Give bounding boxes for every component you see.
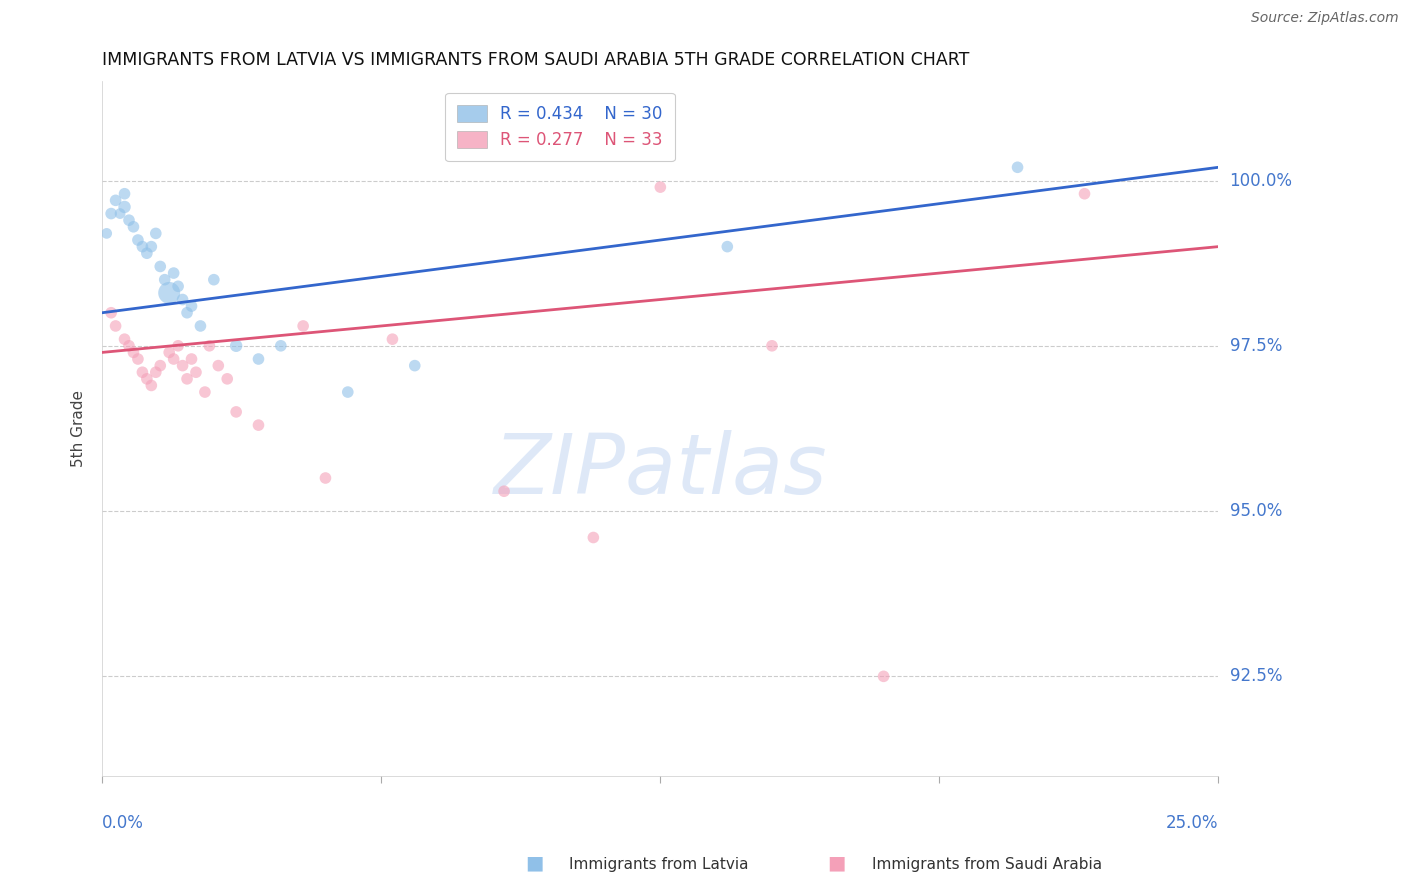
Text: 100.0%: 100.0% — [1230, 171, 1292, 189]
Point — [127, 233, 149, 247]
Point — [167, 339, 190, 353]
Point — [314, 471, 336, 485]
Point — [145, 227, 167, 241]
Text: Immigrants from Latvia: Immigrants from Latvia — [569, 857, 749, 872]
Point — [122, 219, 145, 234]
Point — [716, 239, 738, 253]
Point — [118, 213, 141, 227]
Point — [176, 372, 198, 386]
Point — [582, 531, 605, 545]
Point — [141, 239, 163, 253]
Text: 0.0%: 0.0% — [103, 814, 143, 832]
Point — [153, 273, 176, 287]
Text: ■: ■ — [827, 854, 846, 872]
Legend: R = 0.434    N = 30, R = 0.277    N = 33: R = 0.434 N = 30, R = 0.277 N = 33 — [446, 93, 675, 161]
Point — [176, 306, 198, 320]
Point — [135, 372, 157, 386]
Point — [157, 285, 180, 300]
Point — [108, 206, 131, 220]
Point — [1007, 161, 1029, 175]
Point — [114, 186, 136, 201]
Point — [207, 359, 229, 373]
Text: 97.5%: 97.5% — [1230, 337, 1282, 355]
Point — [1073, 186, 1095, 201]
Point — [270, 339, 292, 353]
Point — [135, 246, 157, 260]
Text: ZIPatlas: ZIPatlas — [494, 430, 827, 510]
Point — [100, 306, 122, 320]
Text: 25.0%: 25.0% — [1166, 814, 1219, 832]
Point — [172, 359, 194, 373]
Point — [157, 345, 180, 359]
Point — [114, 200, 136, 214]
Text: Source: ZipAtlas.com: Source: ZipAtlas.com — [1251, 11, 1399, 25]
Point — [336, 385, 359, 400]
Text: 92.5%: 92.5% — [1230, 667, 1282, 685]
Point — [149, 359, 172, 373]
Point — [872, 669, 894, 683]
Point — [122, 345, 145, 359]
Point — [194, 385, 217, 400]
Point — [127, 351, 149, 366]
Point — [650, 180, 672, 194]
Point — [118, 339, 141, 353]
Text: Immigrants from Saudi Arabia: Immigrants from Saudi Arabia — [872, 857, 1102, 872]
Point — [141, 378, 163, 392]
Point — [163, 351, 186, 366]
Point — [180, 299, 202, 313]
Point — [247, 351, 270, 366]
Point — [190, 318, 212, 333]
Point — [494, 484, 516, 499]
Point — [96, 227, 118, 241]
Point — [104, 318, 127, 333]
Text: ■: ■ — [524, 854, 544, 872]
Point — [172, 293, 194, 307]
Point — [404, 359, 426, 373]
Point — [761, 339, 783, 353]
Point — [225, 339, 247, 353]
Point — [225, 405, 247, 419]
Point — [202, 273, 225, 287]
Text: IMMIGRANTS FROM LATVIA VS IMMIGRANTS FROM SAUDI ARABIA 5TH GRADE CORRELATION CHA: IMMIGRANTS FROM LATVIA VS IMMIGRANTS FRO… — [103, 51, 970, 69]
Y-axis label: 5th Grade: 5th Grade — [72, 390, 86, 467]
Point — [131, 365, 153, 379]
Point — [114, 332, 136, 346]
Point — [163, 266, 186, 280]
Point — [167, 279, 190, 293]
Point — [217, 372, 239, 386]
Point — [184, 365, 207, 379]
Point — [292, 318, 315, 333]
Point — [247, 418, 270, 433]
Point — [180, 351, 202, 366]
Point — [104, 194, 127, 208]
Point — [131, 239, 153, 253]
Text: 95.0%: 95.0% — [1230, 502, 1282, 520]
Point — [198, 339, 221, 353]
Point — [149, 260, 172, 274]
Point — [100, 206, 122, 220]
Point — [381, 332, 404, 346]
Point — [145, 365, 167, 379]
